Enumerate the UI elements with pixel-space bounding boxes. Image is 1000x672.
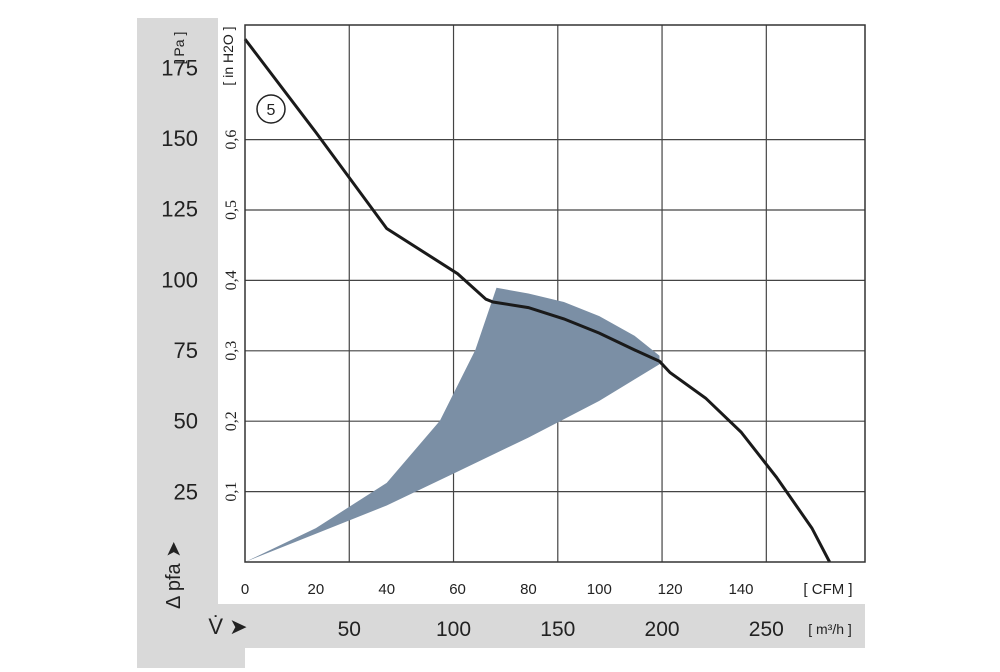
pa-tick-label: 175	[161, 55, 198, 80]
inh2o-tick-label: 0,2	[223, 411, 240, 431]
inh2o-unit-label: [ in H2O ]	[220, 26, 236, 85]
pa-tick-label: 150	[161, 126, 198, 151]
cfm-tick-label: 60	[449, 581, 466, 598]
cfm-unit-label: [ CFM ]	[803, 581, 852, 598]
x-axis-title: V̇ ➤	[208, 614, 247, 639]
m3h-unit-label: [ m³/h ]	[808, 621, 852, 637]
pa-tick-label: 100	[161, 267, 198, 292]
inh2o-tick-label: 0,5	[223, 200, 240, 220]
y-axis-title: Δ pfa ➤	[163, 541, 185, 609]
cfm-tick-label: 20	[308, 581, 325, 598]
cfm-axis-panel	[218, 562, 865, 604]
pa-unit-label: [ Pa ]	[171, 32, 187, 65]
m3h-tick-label: 50	[338, 618, 361, 641]
m3h-tick-label: 250	[749, 618, 784, 641]
cfm-tick-label: 80	[520, 581, 537, 598]
pa-tick-label: 50	[174, 409, 198, 434]
tick-labels: 25 50 75 100 125 150 175 0,1 0,2 0,3 0,4 0,5 0,6 0 20 4…	[161, 55, 784, 641]
inh2o-tick-label: 0,6	[223, 130, 240, 150]
cfm-tick-label: 40	[378, 581, 395, 598]
pa-tick-label: 75	[174, 338, 198, 363]
cfm-tick-label: 0	[241, 581, 249, 598]
pa-tick-label: 25	[174, 479, 198, 504]
cfm-tick-label: 120	[658, 581, 683, 598]
cfm-tick-label: 100	[587, 581, 612, 598]
pa-tick-label: 125	[161, 197, 198, 222]
curve-number-circle	[256, 94, 286, 124]
inh2o-axis-panel	[218, 18, 245, 604]
m3h-tick-label: 100	[436, 618, 471, 641]
grid	[245, 25, 865, 562]
operating-range-area	[245, 287, 660, 562]
inh2o-tick-label: 0,4	[223, 270, 240, 290]
curve-number-label: 5	[267, 102, 276, 119]
cfm-tick-label: 140	[728, 581, 753, 598]
characteristic-curve	[243, 38, 831, 563]
inh2o-tick-label: 0,3	[223, 341, 240, 361]
bottom-axis-panel	[137, 604, 865, 648]
inh2o-tick-label: 0,1	[223, 482, 240, 502]
plot-border	[244, 24, 866, 563]
m3h-tick-label: 150	[540, 618, 575, 641]
m3h-tick-label: 200	[645, 618, 680, 641]
